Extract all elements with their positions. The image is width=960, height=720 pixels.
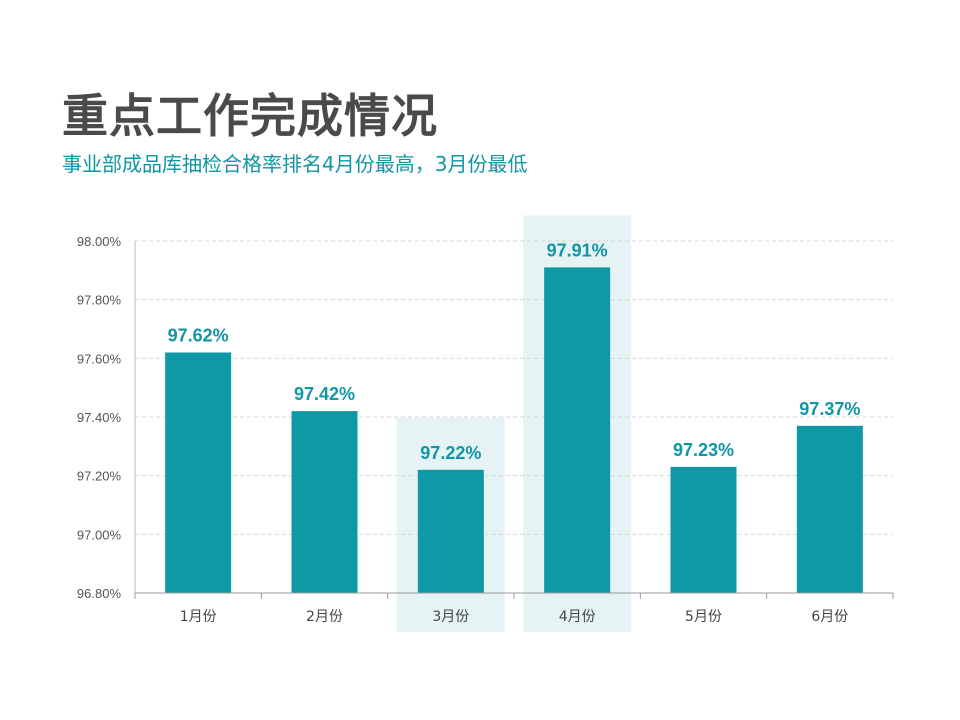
y-tick-label: 97.40% [77, 410, 122, 425]
x-tick-label: 2月份 [306, 609, 343, 625]
y-tick-label: 96.80% [77, 586, 122, 601]
bar [544, 267, 611, 593]
bar [417, 469, 484, 593]
data-label: 97.62% [168, 325, 229, 345]
x-tick-label: 6月份 [811, 609, 848, 625]
data-label: 97.42% [294, 384, 355, 404]
x-tick-label: 4月份 [559, 609, 596, 625]
y-tick-label: 97.80% [77, 293, 122, 308]
data-label: 97.22% [420, 443, 481, 463]
y-tick-label: 97.00% [77, 527, 122, 542]
x-tick-label: 5月份 [685, 609, 722, 625]
x-tick-label: 1月份 [180, 609, 217, 625]
y-tick-label: 97.20% [77, 469, 122, 484]
y-tick-label: 97.60% [77, 351, 122, 366]
page-title: 重点工作完成情况 [62, 89, 438, 143]
bar [670, 466, 737, 593]
y-tick-label: 98.00% [77, 234, 122, 249]
bar [291, 411, 358, 593]
page-subtitle: 事业部成品库抽检合格率排名4月份最高，3月份最低 [62, 152, 528, 176]
data-label: 97.37% [799, 399, 860, 419]
bar [796, 425, 863, 593]
bar [165, 352, 232, 593]
data-label: 97.91% [547, 240, 608, 260]
data-label: 97.23% [673, 440, 734, 460]
x-tick-label: 3月份 [432, 609, 469, 625]
